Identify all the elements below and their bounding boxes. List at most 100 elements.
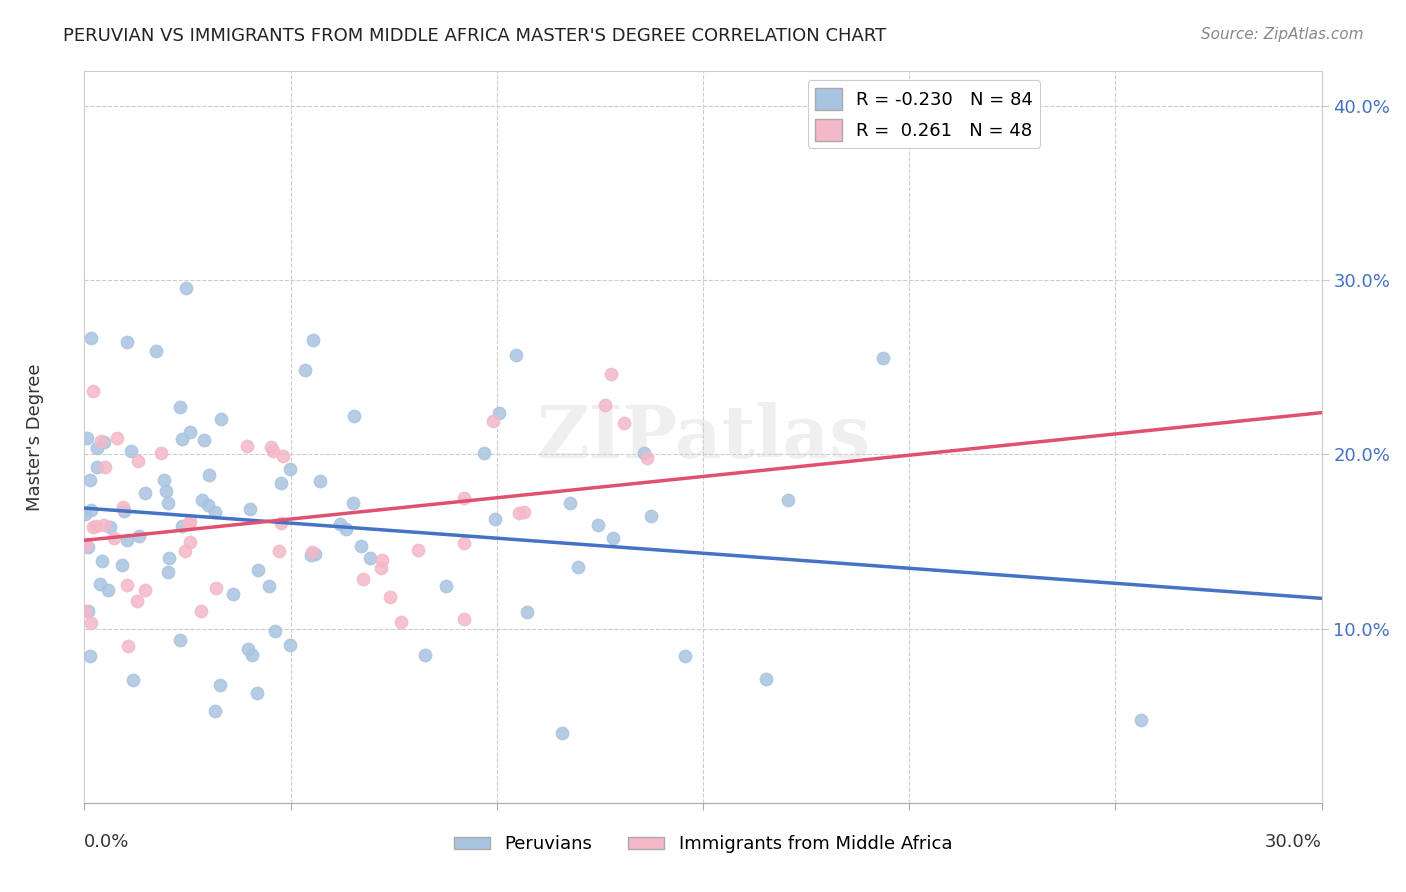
Point [240,648,263,662]
Point [198,467,221,482]
Point [86,460,108,475]
Point [371,553,394,567]
Point [115,578,138,592]
Point [197,498,219,512]
Text: 30.0%: 30.0% [1265,833,1322,851]
Point [406,542,429,557]
Point [112,504,135,518]
Point [612,417,634,431]
Point [82,520,104,534]
Point [94,460,117,475]
Point [77,540,100,554]
Point [754,672,776,686]
Point [640,508,662,523]
Point [149,445,172,459]
Point [304,547,326,561]
Point [170,518,193,533]
Point [103,531,125,545]
Point [86,441,108,455]
Text: ZIPatlas: ZIPatlas [536,401,870,473]
Point [157,566,180,580]
Point [222,587,245,601]
Point [169,400,191,414]
Point [359,551,381,566]
Text: Master's Degree: Master's Degree [25,363,44,511]
Point [121,673,143,687]
Point [271,449,294,463]
Point [335,522,357,536]
Point [415,648,437,662]
Text: 0.0%: 0.0% [84,833,129,851]
Point [270,475,292,490]
Point [453,491,475,505]
Point [301,545,323,559]
Point [174,543,197,558]
Point [193,433,215,447]
Point [378,590,401,604]
Point [299,548,322,562]
Point [179,425,201,439]
Point [453,536,475,550]
Point [125,594,148,608]
Point [80,331,103,345]
Text: PERUVIAN VS IMMIGRANTS FROM MIDDLE AFRICA MASTER'S DEGREE CORRELATION CHART: PERUVIAN VS IMMIGRANTS FROM MIDDLE AFRIC… [63,27,887,45]
Point [342,496,364,510]
Point [209,412,232,426]
Point [246,686,269,700]
Point [90,434,112,449]
Point [115,533,138,547]
Point [567,559,589,574]
Point [179,514,201,528]
Point [352,572,374,586]
Point [278,462,301,476]
Point [204,505,226,519]
Point [79,649,101,664]
Point [205,581,228,595]
Point [600,368,623,382]
Point [453,612,475,626]
Point [128,529,150,543]
Point [246,563,269,577]
Point [434,579,457,593]
Legend: Peruvians, Immigrants from Middle Africa: Peruvians, Immigrants from Middle Africa [447,829,959,861]
Point [267,543,290,558]
Point [776,493,799,508]
Point [174,281,197,295]
Point [1130,713,1153,727]
Point [301,334,323,348]
Point [82,384,104,398]
Point [278,638,301,652]
Point [257,579,280,593]
Point [586,517,609,532]
Point [595,398,617,412]
Point [90,554,112,568]
Point [551,726,574,740]
Point [270,516,292,530]
Point [79,473,101,487]
Point [172,433,194,447]
Point [508,506,530,520]
Point [238,641,260,656]
Point [633,446,655,460]
Point [145,344,167,359]
Point [343,409,366,423]
Point [513,505,536,519]
Point [190,604,212,618]
Point [157,496,180,510]
Point [97,582,120,597]
Point [93,517,115,532]
Point [73,507,96,521]
Legend: R = -0.230   N = 84, R =  0.261   N = 48: R = -0.230 N = 84, R = 0.261 N = 48 [807,80,1040,148]
Point [111,558,134,573]
Point [235,439,257,453]
Point [76,604,98,618]
Point [179,535,201,549]
Point [602,531,624,545]
Point [294,362,316,376]
Point [505,348,527,362]
Point [152,473,174,487]
Point [115,335,138,350]
Point [93,435,115,450]
Point [259,440,281,454]
Point [120,444,142,458]
